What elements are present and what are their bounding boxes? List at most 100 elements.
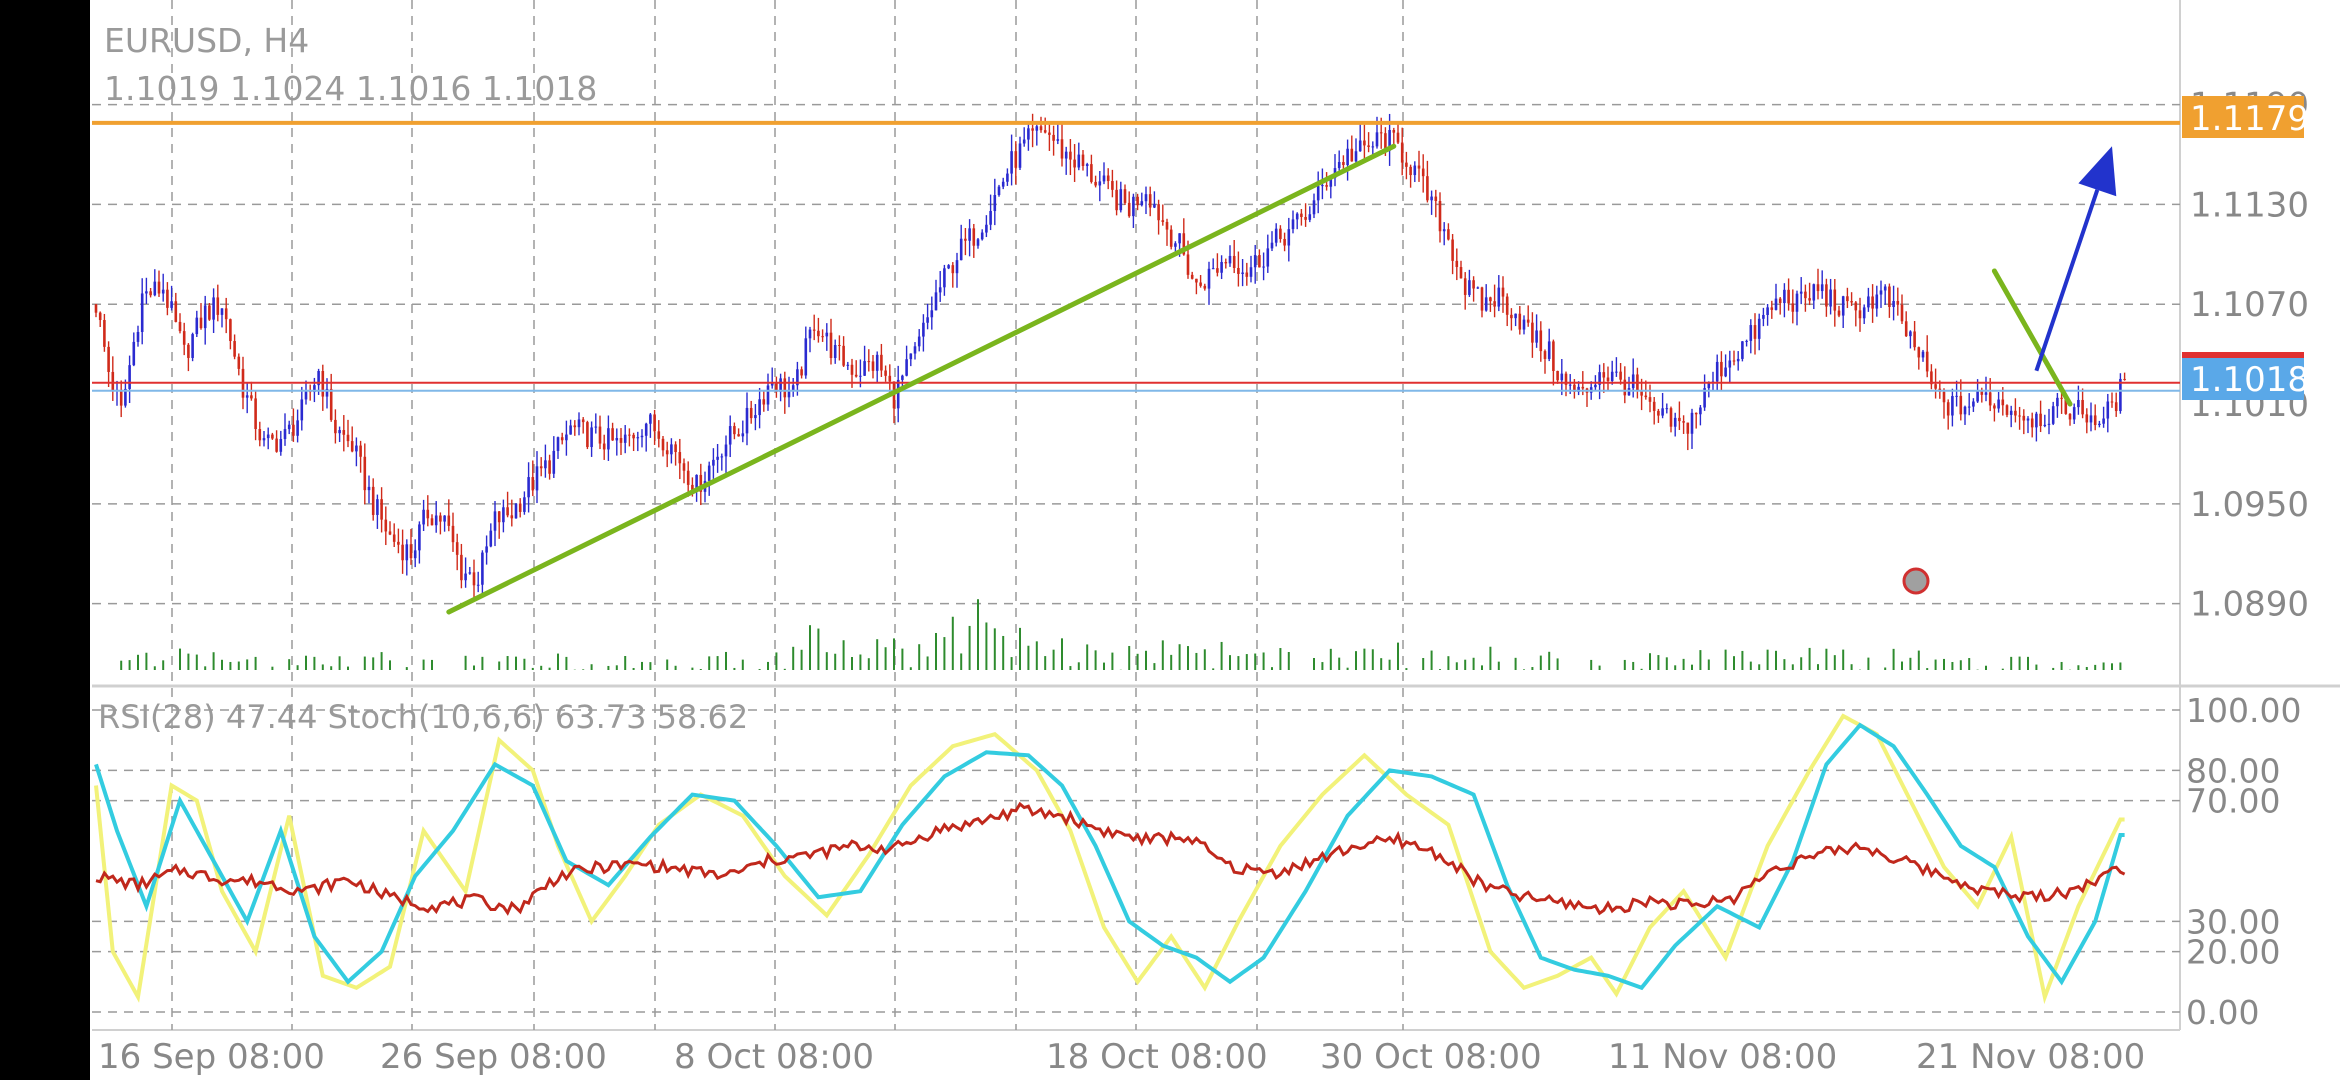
candle-body xyxy=(1791,303,1795,312)
candle-body xyxy=(686,470,690,485)
candle-body xyxy=(770,382,774,386)
candle-body xyxy=(1762,314,1765,319)
candle-body xyxy=(224,308,228,320)
candle-body xyxy=(1127,202,1131,217)
candle-body xyxy=(266,434,270,439)
candle-body xyxy=(707,465,711,481)
candle-body xyxy=(1270,242,1274,249)
candle-body xyxy=(1384,133,1387,151)
indicator-level-label: 100.00 xyxy=(2186,691,2301,730)
candle-body xyxy=(304,391,308,400)
price-axis-label: 1.1070 xyxy=(2190,285,2309,325)
candle-body xyxy=(489,530,493,547)
candle-body xyxy=(1014,151,1018,168)
candle-body xyxy=(367,486,371,491)
candle-body xyxy=(1522,319,1526,330)
candle-body xyxy=(329,388,333,420)
candle-body xyxy=(1186,254,1190,275)
candle-body xyxy=(649,414,652,424)
candle-body xyxy=(1438,201,1442,232)
candle-body xyxy=(514,503,518,519)
candle-body xyxy=(607,428,610,450)
candle-body xyxy=(1203,285,1207,289)
candle-body xyxy=(1253,255,1257,268)
candle-body xyxy=(905,359,908,376)
candle-body xyxy=(728,426,732,445)
candle-body xyxy=(531,477,535,491)
candle-body xyxy=(951,265,955,274)
candle-body xyxy=(670,444,673,455)
drawn-objects[interactable] xyxy=(446,143,2117,615)
candle-body xyxy=(745,407,749,434)
candle-body xyxy=(1258,255,1261,268)
candle-body xyxy=(1400,142,1404,163)
candle-body xyxy=(1010,151,1013,174)
projection-arrow-head[interactable] xyxy=(2078,146,2117,197)
price-axis-label: 1.0950 xyxy=(2190,485,2309,525)
candle-body xyxy=(556,437,560,451)
candle-body xyxy=(657,431,661,439)
candle-body xyxy=(430,518,434,526)
candle-body xyxy=(1283,238,1286,246)
candle-body xyxy=(1510,314,1513,319)
rising-trendline[interactable] xyxy=(446,143,1397,615)
candle-body xyxy=(355,445,358,452)
candle-body xyxy=(901,375,904,380)
candle-body xyxy=(1342,162,1345,166)
candle-body xyxy=(1308,214,1312,220)
candle-body xyxy=(1157,204,1160,221)
candle-body xyxy=(632,434,635,439)
candle-body xyxy=(959,238,963,261)
candle-body xyxy=(1447,229,1450,240)
volume-bars xyxy=(120,599,2122,670)
candle-body xyxy=(1388,130,1391,151)
candle-body xyxy=(2051,406,2055,424)
candle-body xyxy=(1598,372,1601,385)
candle-body xyxy=(565,434,568,441)
candle-body xyxy=(2098,423,2101,426)
time-axis-label: 8 Oct 08:00 xyxy=(674,1037,874,1077)
candle-body xyxy=(2064,398,2068,414)
price-levels xyxy=(92,120,2180,392)
candle-body xyxy=(1665,408,1669,410)
candle-body xyxy=(216,297,220,315)
candle-body xyxy=(825,332,829,337)
candle-body xyxy=(1631,374,1635,389)
candle-body xyxy=(808,329,812,339)
candle-body xyxy=(1984,392,1988,395)
candle-body xyxy=(2093,415,2097,426)
object-anchor-point[interactable] xyxy=(1902,567,1930,595)
candle-body xyxy=(443,515,446,522)
candle-body xyxy=(279,439,283,452)
candle-body xyxy=(1732,360,1736,362)
projection-arrow-shaft[interactable] xyxy=(2034,189,2100,372)
candle-body xyxy=(968,228,971,241)
candle-body xyxy=(1329,178,1333,187)
candle-body xyxy=(1854,302,1858,311)
candle-body xyxy=(254,398,257,430)
candle-body xyxy=(1883,286,1887,291)
candle-body xyxy=(1577,386,1580,392)
candle-body xyxy=(859,375,862,377)
candle-body xyxy=(1993,405,1996,409)
indicator-level-label: 80.00 xyxy=(2186,751,2280,790)
candle-body xyxy=(1896,301,1900,305)
candle-body xyxy=(363,456,367,491)
candle-body xyxy=(615,438,619,441)
indicator-level-label: 0.00 xyxy=(2186,993,2259,1032)
indicator-level-label: 20.00 xyxy=(2186,933,2280,972)
candle-body xyxy=(145,291,148,294)
candle-body xyxy=(1976,390,1979,402)
candle-body xyxy=(930,310,934,318)
candle-body xyxy=(153,281,157,296)
candle-body xyxy=(850,364,854,375)
candle-body xyxy=(187,344,190,358)
candle-body xyxy=(1707,383,1711,389)
candle-body xyxy=(1820,284,1824,292)
candle-body xyxy=(510,515,514,519)
candle-body xyxy=(1405,162,1408,167)
candle-body xyxy=(1682,421,1685,423)
falling-trendline[interactable] xyxy=(1991,268,2073,407)
